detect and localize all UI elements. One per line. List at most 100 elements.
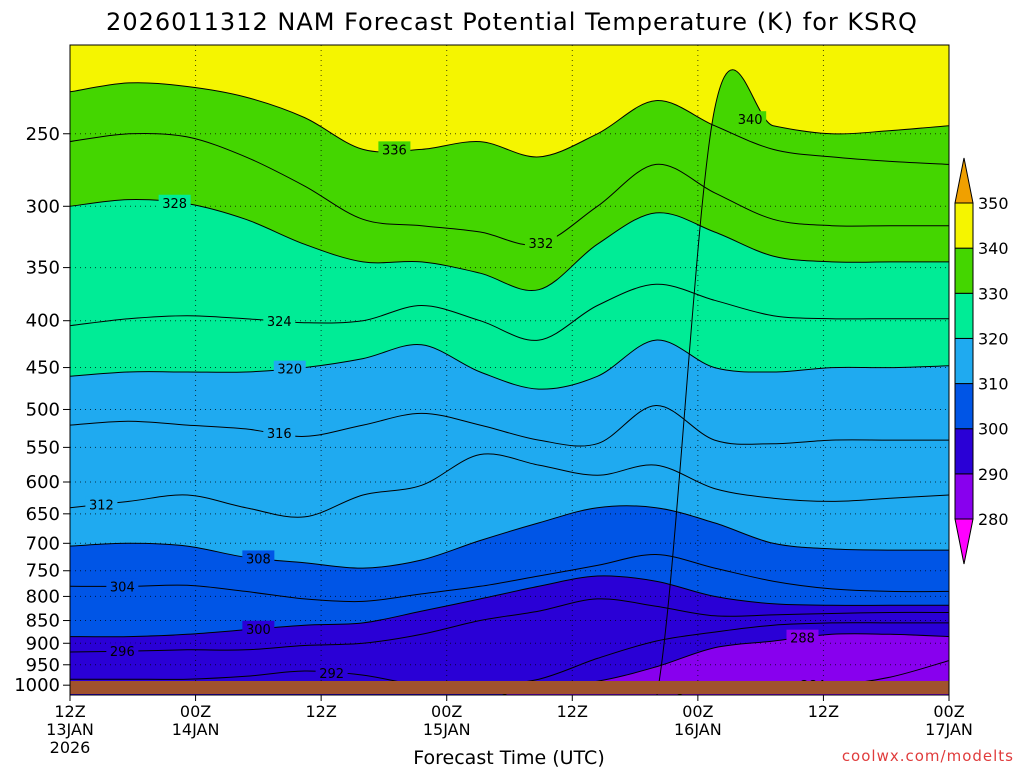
x-tick-date-label: 13JAN: [46, 720, 94, 739]
x-tick-label: 12Z: [557, 702, 588, 721]
colorbar-label: 280: [978, 510, 1009, 529]
color-bands: [70, 45, 949, 695]
colorbar: 280 290 300 310 320 330 340 350: [954, 157, 1009, 565]
x-tick-label: 12Z: [305, 702, 336, 721]
isentrope-316: [70, 404, 949, 447]
colorbar-label: 290: [978, 465, 1009, 484]
y-tick-label: 400: [26, 311, 60, 332]
isentrope-328: [70, 199, 949, 292]
x-tick-label: 12Z: [808, 702, 839, 721]
colorbar-segment: [954, 292, 974, 339]
contour-label-bg: [263, 425, 296, 441]
y-tick-label: 650: [26, 504, 60, 525]
plot-area: 2842882922963003043083123163203243283323…: [70, 45, 949, 695]
colorbar-segment: [954, 337, 974, 385]
y-tick-label: 250: [26, 124, 60, 145]
isentrope-296: [70, 598, 949, 653]
isentrope-308: [70, 505, 949, 569]
contour-label-bg: [734, 111, 767, 127]
y-tick-label: 850: [26, 611, 60, 632]
contour-label-bg: [106, 578, 139, 594]
x-tick-label: 12Z: [54, 702, 85, 721]
isentrope-312: [70, 453, 949, 518]
contour-label-312: 312: [89, 498, 114, 513]
y-tick-label: 750: [26, 561, 60, 582]
y-tick-label: 700: [26, 533, 60, 554]
x-tick-label: 00Z: [180, 702, 211, 721]
contour-label-300: 300: [246, 623, 271, 638]
colorbar-segment: [954, 383, 974, 430]
y-tick-label: 300: [26, 196, 60, 217]
colorbar-label: 320: [978, 329, 1009, 348]
contour-label-bg: [242, 550, 275, 566]
contour-label-bg: [106, 643, 139, 659]
contour-label-bg: [786, 629, 819, 645]
colorbar-extend-high: [954, 157, 974, 204]
contour-label-304: 304: [110, 580, 135, 595]
colorbar-label: 350: [978, 194, 1009, 213]
y-tick-label: 900: [26, 633, 60, 654]
contour-label-288: 288: [790, 632, 815, 647]
colorbar-label: 340: [978, 239, 1009, 258]
y-tick-label: 600: [26, 472, 60, 493]
isentrope-336: [70, 82, 949, 165]
y-tick-label: 450: [26, 358, 60, 379]
isentrope-332: [70, 132, 949, 246]
contour-label-296: 296: [110, 645, 135, 660]
contour-label-324: 324: [267, 315, 292, 330]
colorbar-segment: [954, 247, 974, 294]
isentrope-320: [70, 339, 949, 390]
colorbar-label: 310: [978, 375, 1009, 394]
colorbar-segment: [954, 473, 974, 520]
y-axis: 2503003504004505005506006507007508008509…: [14, 124, 70, 696]
y-tick-label: 500: [26, 399, 60, 420]
contour-label-bg: [158, 194, 191, 210]
x-tick-date-label: 17JAN: [925, 720, 973, 739]
grid-lines: [70, 45, 949, 695]
contour-label-316: 316: [267, 427, 292, 442]
x-tick-date-label: 16JAN: [674, 720, 722, 739]
chart-title: 2026011312 NAM Forecast Potential Temper…: [106, 8, 918, 36]
x-tick-date-label: 15JAN: [423, 720, 471, 739]
contour-label-328: 328: [162, 197, 187, 212]
contour-label-292: 292: [319, 667, 344, 682]
colorbar-extend-low: [954, 518, 974, 565]
credit-text: coolwx.com/modelts: [842, 747, 1014, 765]
contour-label-bg: [263, 312, 296, 328]
x-tick-label: 00Z: [933, 702, 964, 721]
colorbar-label: 330: [978, 284, 1009, 303]
contour-label-336: 336: [382, 143, 407, 158]
contour-label-bg: [524, 234, 557, 250]
contour-label-bg: [273, 360, 306, 376]
colorbar-segment: [954, 428, 974, 475]
y-tick-label: 1000: [14, 675, 60, 696]
contour-label-340: 340: [738, 113, 763, 128]
contour-label-bg: [378, 141, 411, 157]
x-axis-label: Forecast Time (UTC): [413, 747, 604, 768]
contour-label-bg: [315, 664, 348, 680]
ground-strip: [70, 681, 949, 694]
colorbar-label: 300: [978, 420, 1009, 439]
isentrope-304: [70, 553, 949, 603]
plot-frame: [69, 44, 950, 696]
contour-label-bg: [85, 496, 118, 512]
y-tick-label: 800: [26, 586, 60, 607]
x-tick-date-label: 14JAN: [172, 720, 220, 739]
isentrope-324: [70, 283, 949, 341]
colorbar-segment: [954, 202, 974, 249]
y-tick-label: 550: [26, 437, 60, 458]
isentrope-300: [70, 575, 949, 638]
contour-label-308: 308: [246, 552, 271, 567]
contour-label-320: 320: [277, 363, 302, 378]
contour-label-332: 332: [528, 237, 553, 252]
isentrope-340: [656, 69, 949, 695]
y-tick-label: 350: [26, 258, 60, 279]
x-tick-label: 00Z: [682, 702, 713, 721]
contour-label-bg: [242, 620, 275, 636]
y-tick-label: 950: [26, 655, 60, 676]
x-tick-label: 00Z: [431, 702, 462, 721]
contour-labels: 2842882922963003043083123163203243283323…: [85, 111, 829, 694]
x-tick-year-label: 2026: [50, 738, 91, 757]
